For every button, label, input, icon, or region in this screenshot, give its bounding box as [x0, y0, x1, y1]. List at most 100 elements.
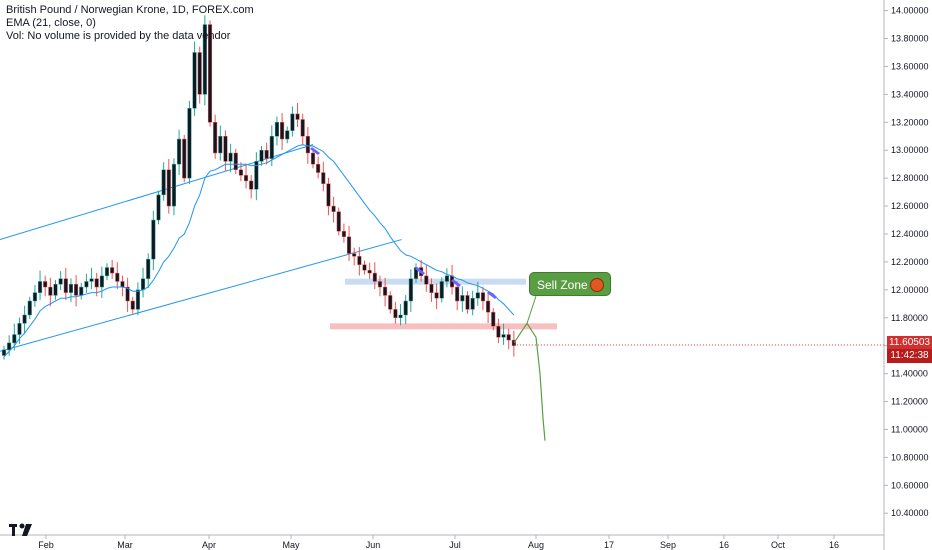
candle-body: [53, 284, 58, 296]
candle-body: [372, 272, 377, 282]
candle-body: [249, 180, 254, 190]
trend-channel: [0, 144, 402, 352]
candle-body: [48, 286, 53, 296]
price-axis: 14.00000 13.80000 13.60000 13.40000 13.20000…: [883, 0, 929, 550]
y-tick-label: 12.80000: [891, 173, 929, 183]
candle-body: [110, 267, 115, 274]
candle-body: [79, 286, 84, 296]
candle-body: [305, 136, 310, 154]
y-tick-label: 10.40000: [891, 508, 929, 518]
candle-body: [171, 163, 176, 207]
x-tick-label: Mar: [117, 540, 133, 550]
candle-body: [413, 267, 419, 279]
candle-body: [213, 122, 218, 154]
x-tick-label: Aug: [528, 540, 544, 550]
candle-body: [264, 149, 269, 159]
candle-body: [187, 108, 192, 179]
candle-body: [470, 297, 475, 310]
y-tick-label: 12.20000: [891, 257, 929, 267]
y-tick-label: 13.60000: [891, 61, 929, 71]
candle-body: [444, 275, 449, 282]
candle-body: [491, 311, 496, 327]
candle-body: [244, 175, 249, 182]
ema-legend: EMA (21, close, 0): [6, 17, 96, 29]
candle-body: [434, 292, 439, 299]
candle-body: [161, 169, 166, 196]
candle-body: [300, 119, 305, 137]
candle-body: [197, 52, 202, 95]
flag-marker-icon: [451, 279, 461, 287]
x-tick-label: Jul: [449, 540, 461, 550]
candle-body: [166, 169, 171, 207]
ema-polyline: [3, 144, 515, 358]
candle-body: [238, 169, 243, 176]
candle-body: [439, 281, 444, 299]
zones: [330, 278, 557, 330]
candle-body: [367, 270, 372, 274]
channel-upper-line: [0, 144, 314, 241]
candle-body: [475, 292, 480, 299]
candle-body: [17, 323, 22, 335]
candle-body: [22, 314, 27, 324]
candle-body: [89, 278, 94, 282]
candle-body: [269, 136, 274, 159]
candle-body: [486, 300, 491, 313]
volume-legend: Vol: No volume is provided by the data v…: [6, 30, 231, 42]
chart-legend: British Pound / Norwegian Krone, 1D, FOR…: [6, 4, 254, 43]
x-tick-label: Jun: [366, 540, 381, 550]
y-tick-label: 14.00000: [891, 6, 929, 16]
candle-body: [326, 183, 331, 207]
candle-body: [352, 253, 357, 257]
candle-body: [43, 281, 48, 288]
candle-body: [336, 211, 341, 232]
x-tick-label: Apr: [202, 540, 216, 550]
x-tick-label: Sep: [660, 540, 676, 550]
candles: [1, 15, 516, 360]
candle-body: [393, 309, 398, 319]
candle-body: [146, 258, 151, 279]
candle-body: [341, 230, 346, 238]
candle-body: [347, 236, 352, 254]
candle-body: [295, 113, 300, 120]
candle-body: [120, 281, 125, 288]
x-tick-label: 16: [829, 540, 839, 550]
x-tick-label: May: [282, 540, 300, 550]
candle-body: [274, 122, 279, 137]
candle-body: [32, 292, 37, 302]
bar-countdown-badge: 11:42:38: [887, 349, 932, 363]
candle-body: [94, 278, 99, 288]
sell-zone-callout[interactable]: Sell Zone: [529, 272, 611, 296]
y-tick-label: 11.80000: [891, 313, 928, 323]
x-tick-label: Oct: [771, 540, 786, 550]
x-tick-label: 16: [719, 540, 729, 550]
candle-body: [58, 278, 63, 285]
y-tick-label: 13.80000: [891, 34, 929, 44]
candle-body: [156, 194, 161, 221]
channel-lower-line: [0, 239, 402, 352]
candle-body: [223, 136, 228, 162]
candle-body: [388, 295, 393, 310]
candle-body: [38, 281, 43, 293]
candle-body: [316, 163, 321, 173]
candle-body: [68, 284, 74, 293]
candle-body: [383, 286, 388, 296]
y-tick-label: 11.40000: [891, 369, 928, 379]
candle-body: [496, 325, 501, 338]
candle-body: [408, 278, 413, 302]
candle-body: [135, 289, 140, 310]
candle-body: [7, 342, 12, 351]
candle-body: [460, 295, 465, 302]
candle-body: [228, 152, 233, 162]
candle-body: [465, 295, 470, 310]
candle-body: [321, 172, 326, 184]
flag-marker-icon: [310, 147, 320, 155]
symbol-title: British Pound / Norwegian Krone, 1D, FOR…: [6, 4, 254, 16]
sell-zone-label: Sell Zone: [537, 278, 588, 292]
candle-body: [27, 300, 32, 316]
candle-body: [259, 149, 264, 162]
support-zone: [330, 323, 557, 330]
y-tick-label: 11.00000: [891, 424, 928, 434]
y-tick-label: 13.40000: [891, 89, 929, 99]
